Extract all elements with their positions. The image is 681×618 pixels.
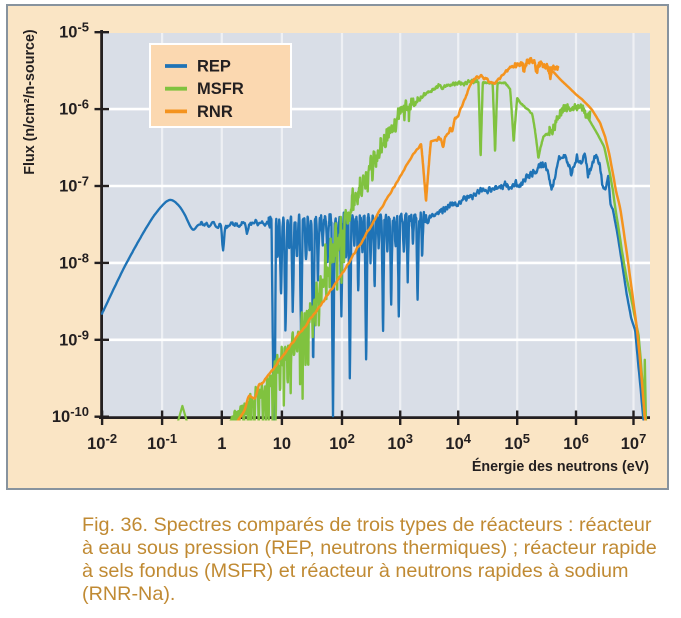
svg-text:à eau sous pression (REP, neut: à eau sous pression (REP, neutrons therm…	[82, 537, 657, 559]
svg-text:(RNR-Na).: (RNR-Na).	[82, 583, 175, 605]
svg-text:RNR: RNR	[197, 103, 233, 121]
svg-text:MSFR: MSFR	[197, 80, 244, 98]
svg-text:Énergie des neutrons (eV): Énergie des neutrons (eV)	[472, 458, 649, 475]
svg-text:Flux (n/cm²/n-source): Flux (n/cm²/n-source)	[22, 29, 38, 175]
svg-text:Fig. 36. Spectres comparés de: Fig. 36. Spectres comparés de trois type…	[82, 514, 652, 536]
svg-text:1: 1	[217, 435, 226, 453]
svg-text:REP: REP	[197, 58, 231, 76]
svg-text:à sels fondus (MSFR) et réacte: à sels fondus (MSFR) et réacteur à neutr…	[82, 560, 628, 582]
svg-text:10: 10	[273, 435, 291, 453]
